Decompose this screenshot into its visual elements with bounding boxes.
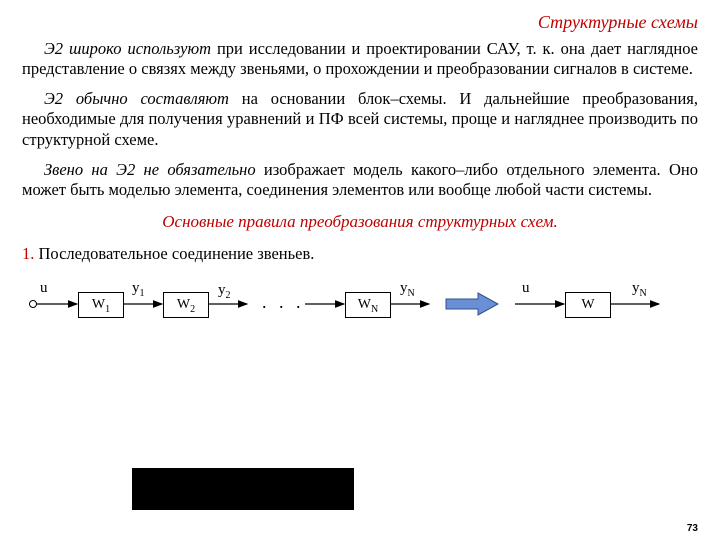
- equivalence-arrow-icon: [442, 290, 502, 320]
- block-w-text: W: [581, 297, 594, 312]
- block-w: W: [565, 292, 611, 318]
- block-w1-text: W: [92, 297, 105, 312]
- y1-base: y: [132, 280, 140, 296]
- label-yn2: yN: [632, 280, 647, 299]
- p1-emph: Э2 широко используют: [44, 39, 211, 58]
- rule-item-1: 1. Последовательное соединение звеньев.: [22, 244, 698, 264]
- p3-emph: Звено на Э2 не обязательно: [44, 160, 256, 179]
- yn2-base: y: [632, 280, 640, 296]
- label-u: u: [40, 280, 48, 297]
- label-yn: yN: [400, 280, 415, 299]
- diagram-right-arrows: [512, 278, 712, 333]
- block-wn: WN: [345, 292, 391, 318]
- block-wn-text: W: [358, 297, 371, 312]
- label-y2: y2: [218, 282, 231, 301]
- block-w2-sub: 2: [190, 304, 195, 315]
- ellipsis: . . .: [262, 292, 305, 313]
- block-w1: W1: [78, 292, 124, 318]
- yn-sub: N: [408, 288, 415, 299]
- page-number: 73: [687, 523, 698, 534]
- page-title: Структурные схемы: [22, 12, 698, 33]
- paragraph-3: Звено на Э2 не обязательно изображает мо…: [22, 160, 698, 200]
- block-w2-text: W: [177, 297, 190, 312]
- yn2-sub: N: [640, 288, 647, 299]
- paragraph-1: Э2 широко используют при исследовании и …: [22, 39, 698, 79]
- black-redaction-box: [132, 468, 354, 510]
- p2-emph: Э2 обычно составляют: [44, 89, 229, 108]
- block-w2: W2: [163, 292, 209, 318]
- y1-sub: 1: [140, 288, 145, 299]
- y2-sub: 2: [226, 290, 231, 301]
- rule-item-number: 1.: [22, 244, 34, 263]
- yn-base: y: [400, 280, 408, 296]
- y2-base: y: [218, 282, 226, 298]
- rules-heading: Основные правила преобразования структур…: [22, 212, 698, 232]
- block-w1-sub: 1: [105, 304, 110, 315]
- paragraph-2: Э2 обычно составляют на основании блок–с…: [22, 89, 698, 149]
- block-wn-sub: N: [371, 304, 378, 315]
- label-y1: y1: [132, 280, 145, 299]
- rule-item-text: Последовательное соединение звеньев.: [34, 244, 314, 263]
- block-diagram: u W1 y1 W2 y2 . . . WN yN u: [22, 278, 698, 333]
- input-node: [29, 300, 37, 308]
